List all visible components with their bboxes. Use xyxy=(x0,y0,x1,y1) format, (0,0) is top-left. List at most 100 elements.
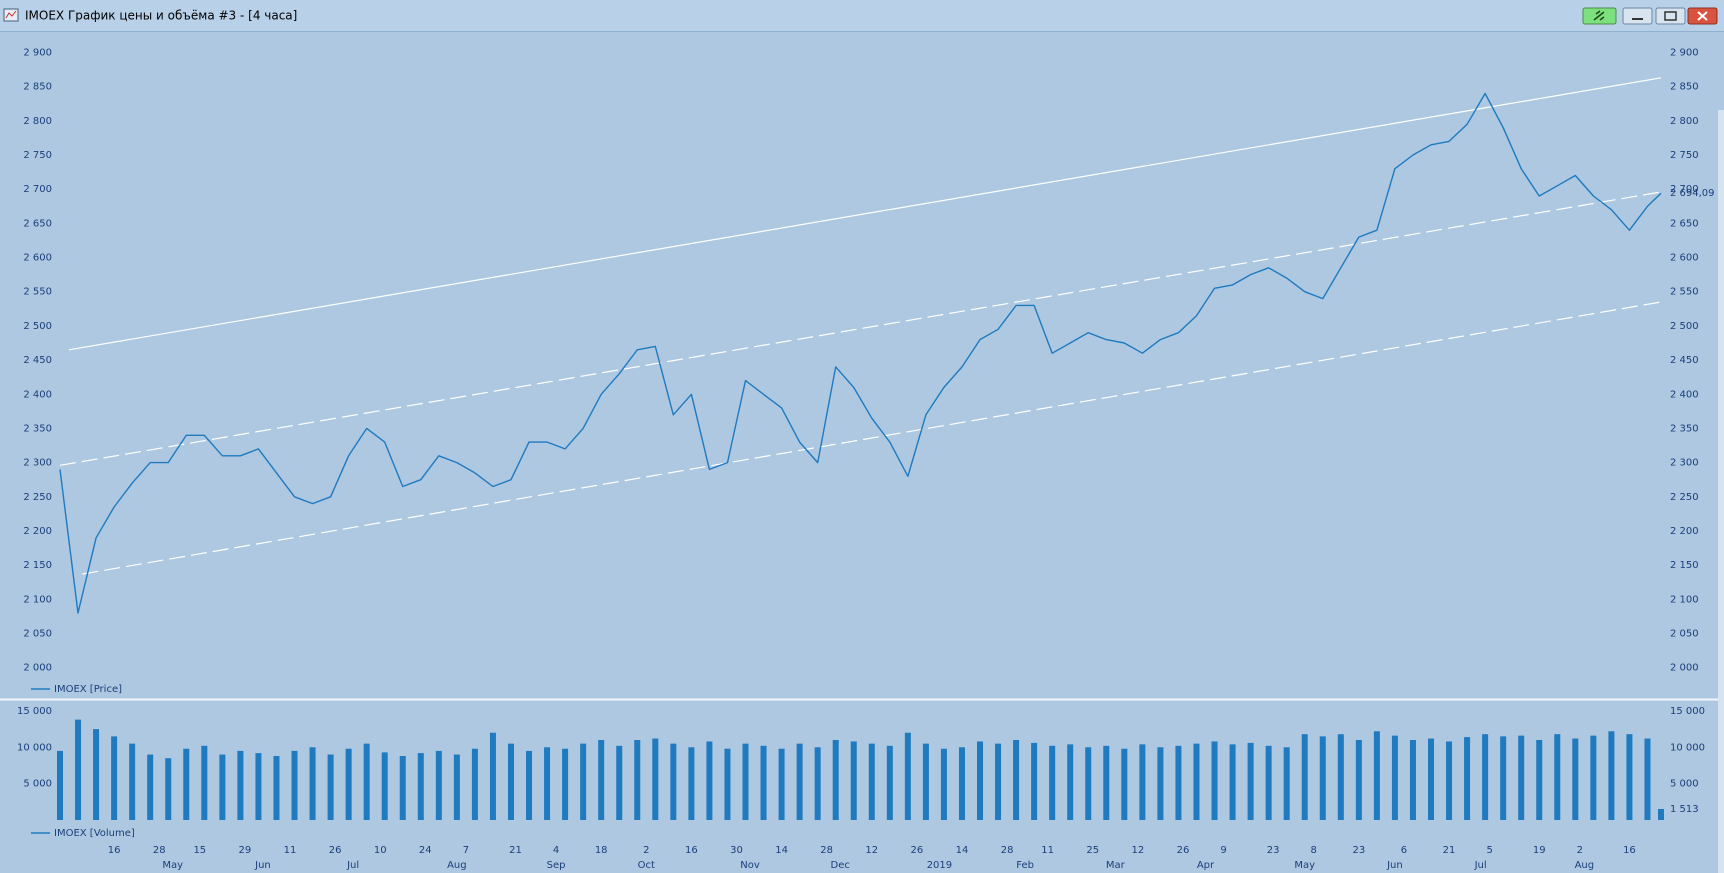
last-value-label: 1 513 xyxy=(1670,804,1699,815)
channel-line xyxy=(68,77,1662,351)
volume-bar xyxy=(724,748,731,820)
y-tick-label: 2 500 xyxy=(23,321,52,332)
volume-bar xyxy=(1247,742,1254,820)
y-tick-label: 2 600 xyxy=(23,253,52,264)
y-tick-label: 10 000 xyxy=(17,742,52,753)
channel-line xyxy=(82,301,1662,575)
volume-bar xyxy=(147,754,154,820)
legend-label: IMOEX [Volume] xyxy=(54,828,135,839)
volume-bar xyxy=(507,743,514,820)
x-tick-label: 19 xyxy=(1533,845,1546,856)
x-month-label: Aug xyxy=(447,860,467,871)
x-month-label: Mar xyxy=(1106,860,1126,871)
window-title: IMOEX График цены и объёма #3 - [4 часа] xyxy=(25,9,297,23)
x-tick-label: 12 xyxy=(865,845,878,856)
y-tick-label-right: 15 000 xyxy=(1670,706,1705,717)
y-tick-label-right: 2 700 xyxy=(1670,184,1699,195)
legend-label: IMOEX [Price] xyxy=(54,684,122,695)
minimize-button[interactable] xyxy=(1622,7,1653,25)
volume-bar xyxy=(1446,741,1453,820)
y-tick-label-right: 2 250 xyxy=(1670,492,1699,503)
x-tick-label: 16 xyxy=(685,845,698,856)
volume-bar xyxy=(977,741,984,820)
volume-bar xyxy=(237,750,244,820)
y-tick-label-right: 2 650 xyxy=(1670,218,1699,229)
volume-bar xyxy=(1265,745,1272,820)
chart-area: 2 000 2 000 2 050 2 050 2 100 2 100 2 150 2 150… xyxy=(17,48,1715,871)
volume-bar xyxy=(778,748,785,820)
last-value-label: 2 694,09 xyxy=(1670,188,1715,199)
y-tick-label-right: 2 050 xyxy=(1670,628,1699,639)
volume-bar xyxy=(93,729,100,820)
x-tick-label: 11 xyxy=(284,845,297,856)
volume-bar xyxy=(580,743,587,820)
y-tick-label-right: 2 750 xyxy=(1670,150,1699,161)
volume-bar xyxy=(1536,740,1543,820)
volume-bar xyxy=(255,753,262,820)
y-tick-label: 2 150 xyxy=(23,560,52,571)
volume-bar xyxy=(1139,744,1146,820)
x-month-label: May xyxy=(1294,860,1315,871)
link-icon xyxy=(1593,10,1605,21)
x-month-label: Aug xyxy=(1575,860,1595,871)
volume-bar xyxy=(1319,736,1326,820)
volume-bar xyxy=(1193,743,1200,820)
y-tick-label-right: 2 800 xyxy=(1670,116,1699,127)
y-tick-label-right: 2 450 xyxy=(1670,355,1699,366)
x-tick-label: 18 xyxy=(595,845,608,856)
x-month-label: Dec xyxy=(831,860,850,871)
x-month-label: Apr xyxy=(1197,860,1215,871)
x-tick-label: 7 xyxy=(463,845,469,856)
volume-bar xyxy=(399,756,406,820)
x-tick-label: 4 xyxy=(553,845,559,856)
volume-bar xyxy=(1337,734,1344,820)
close-icon xyxy=(1697,11,1708,21)
x-tick-label: 26 xyxy=(911,845,924,856)
volume-bar xyxy=(273,756,280,820)
x-tick-label: 14 xyxy=(775,845,788,856)
title-bar xyxy=(0,0,1724,31)
restore-button[interactable] xyxy=(1655,7,1686,25)
y-tick-label-right: 2 150 xyxy=(1670,560,1699,571)
y-tick-label-right: 2 500 xyxy=(1670,321,1699,332)
y-tick-label: 2 850 xyxy=(23,82,52,93)
minimize-icon xyxy=(1632,18,1643,20)
volume-bar xyxy=(544,747,551,820)
volume-bar xyxy=(75,719,82,820)
x-tick-label: 2 xyxy=(1577,845,1583,856)
x-tick-label: 10 xyxy=(374,845,387,856)
x-tick-label: 5 xyxy=(1486,845,1492,856)
y-tick-label-right: 2 400 xyxy=(1670,389,1699,400)
x-tick-label: 28 xyxy=(820,845,833,856)
volume-bar xyxy=(1301,734,1308,820)
volume-bar xyxy=(1427,738,1434,820)
y-tick-label-right: 2 300 xyxy=(1670,458,1699,469)
x-tick-label: 12 xyxy=(1131,845,1144,856)
volume-bar xyxy=(165,758,172,820)
volume-bar xyxy=(453,754,460,820)
x-month-label: Feb xyxy=(1016,860,1034,871)
volume-bar xyxy=(471,748,478,820)
y-tick-label: 2 100 xyxy=(23,594,52,605)
y-tick-label: 2 900 xyxy=(23,48,52,59)
x-tick-label: 24 xyxy=(419,845,432,856)
volume-bar xyxy=(1355,740,1362,820)
volume-bar xyxy=(1500,736,1507,820)
volume-bar xyxy=(652,738,659,820)
x-month-label: 2019 xyxy=(927,860,952,871)
volume-bar xyxy=(1031,742,1038,820)
volume-bar xyxy=(1482,734,1489,820)
y-tick-label: 2 300 xyxy=(23,458,52,469)
volume-bar xyxy=(1229,744,1236,820)
volume-bar xyxy=(850,741,857,820)
volume-bar xyxy=(670,743,677,820)
volume-bar xyxy=(904,732,911,820)
y-tick-label-right: 2 000 xyxy=(1670,663,1699,674)
x-tick-label: 16 xyxy=(1623,845,1636,856)
y-tick-label: 2 550 xyxy=(23,287,52,298)
y-tick-label: 2 200 xyxy=(23,526,52,537)
volume-bar xyxy=(1554,734,1561,820)
y-tick-label-right: 2 600 xyxy=(1670,253,1699,264)
